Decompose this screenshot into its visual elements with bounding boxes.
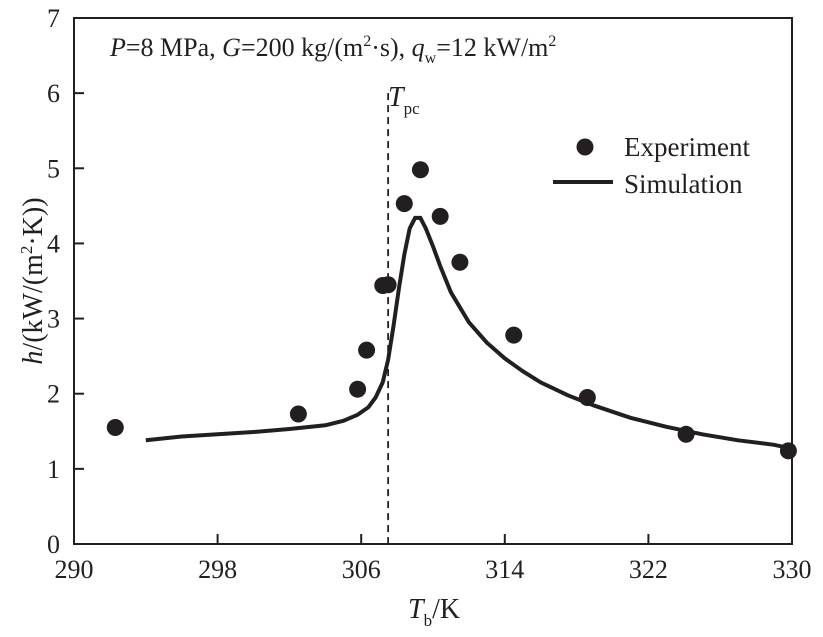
tpc-label: Tpc: [388, 82, 420, 118]
chart-title: P=8 MPa, G=200 kg/(m2·s), qw=12 kW/m2: [109, 33, 556, 67]
experiment-point: [379, 276, 397, 294]
plot-frame: [73, 17, 793, 545]
x-tick-labels: 290 298 306 314 322 330: [55, 555, 812, 584]
axis-ticks: [73, 17, 793, 545]
x-tick-label: 290: [55, 555, 94, 584]
x-tick-label: 330: [773, 555, 812, 584]
experiment-point: [505, 326, 523, 344]
y-tick-label: 2: [47, 380, 60, 409]
legend-experiment-label: Experiment: [624, 132, 750, 162]
experiment-point: [578, 388, 596, 406]
y-tick-label: 0: [47, 530, 60, 559]
legend-simulation-label: Simulation: [624, 169, 743, 199]
experiment-point: [349, 380, 367, 398]
x-tick-label: 306: [342, 555, 381, 584]
y-tick-label: 7: [47, 4, 60, 33]
experiment-point: [779, 442, 797, 460]
experiment-point: [289, 405, 307, 423]
legend-experiment-marker: [576, 138, 594, 156]
y-tick-label: 6: [47, 79, 60, 108]
x-axis-label: Tb/K: [408, 594, 460, 630]
plot-area: [73, 17, 797, 545]
experiment-point: [431, 207, 449, 225]
y-tick-label: 5: [47, 154, 60, 183]
experiment-point: [411, 161, 429, 179]
experiment-point: [395, 195, 413, 213]
y-tick-label: 1: [47, 455, 60, 484]
x-tick-label: 314: [485, 555, 524, 584]
experiment-point: [677, 425, 695, 443]
x-tick-label: 322: [629, 555, 668, 584]
experiment-series-points: [106, 161, 797, 460]
y-tick-labels: 0 1 2 3 4 5 6 7: [47, 4, 60, 559]
legend: Experiment Simulation: [553, 132, 750, 199]
y-axis-label: h/(kW/(m2·K)): [17, 197, 49, 364]
experiment-point: [358, 341, 376, 359]
experiment-point: [451, 253, 469, 271]
y-tick-label: 4: [47, 229, 60, 258]
simulation-series-line: [145, 215, 794, 452]
y-tick-label: 3: [47, 305, 60, 334]
experiment-point: [106, 419, 124, 437]
x-tick-label: 298: [198, 555, 237, 584]
